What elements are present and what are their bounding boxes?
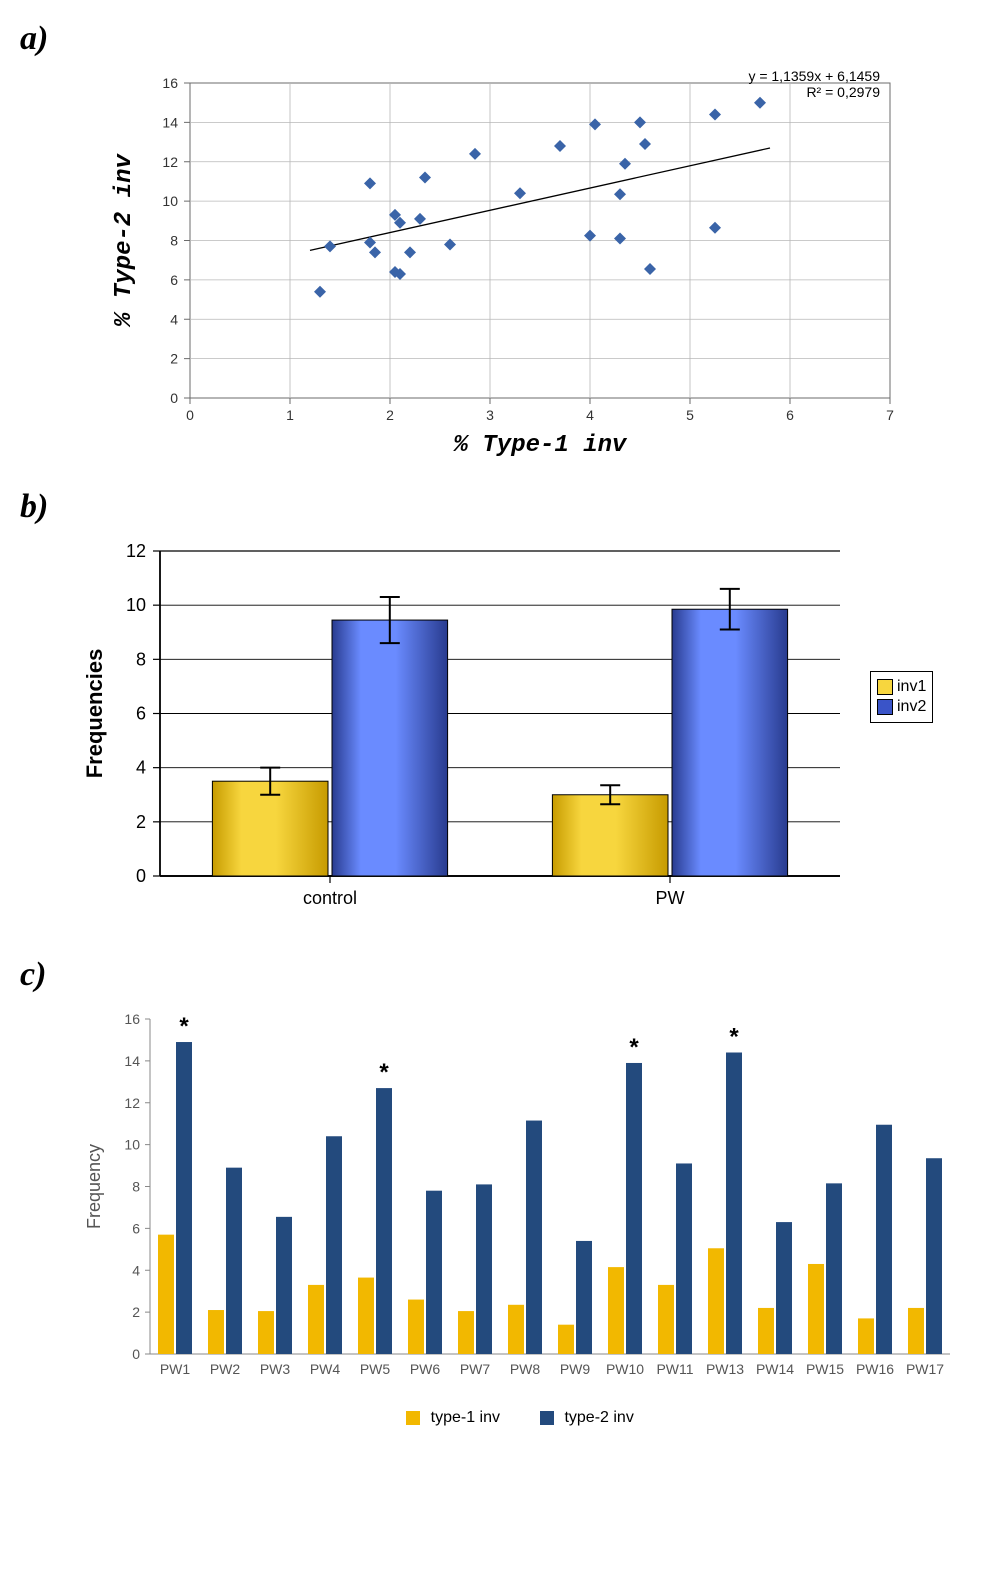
svg-text:8: 8 (170, 233, 178, 249)
svg-text:PW11: PW11 (656, 1361, 693, 1377)
svg-text:12: 12 (124, 1095, 140, 1111)
svg-text:0: 0 (170, 390, 178, 406)
svg-text:R² = 0,2979: R² = 0,2979 (806, 84, 880, 100)
legend-label-type2: type-2 inv (564, 1409, 633, 1426)
legend-swatch-type1 (406, 1411, 420, 1425)
panel-c-label: c) (20, 956, 971, 994)
svg-text:12: 12 (126, 541, 146, 561)
svg-text:Frequency: Frequency (84, 1144, 104, 1229)
svg-text:2: 2 (386, 407, 394, 423)
panel-c-legend: type-1 inv type-2 inv (80, 1409, 960, 1427)
svg-text:3: 3 (486, 407, 494, 423)
svg-text:PW3: PW3 (260, 1361, 291, 1377)
svg-text:12: 12 (162, 154, 178, 170)
svg-text:14: 14 (162, 114, 178, 130)
svg-text:% Type-1 inv: % Type-1 inv (453, 432, 628, 459)
legend-item-type1: type-1 inv (406, 1409, 500, 1427)
svg-text:0: 0 (186, 407, 194, 423)
svg-text:Frequencies: Frequencies (82, 649, 107, 779)
svg-text:control: control (303, 888, 357, 908)
svg-text:*: * (629, 1034, 639, 1061)
svg-text:PW6: PW6 (410, 1361, 441, 1377)
svg-text:PW14: PW14 (756, 1361, 794, 1377)
svg-text:PW2: PW2 (210, 1361, 241, 1377)
svg-text:PW: PW (656, 888, 685, 908)
svg-text:4: 4 (586, 407, 594, 423)
svg-text:PW5: PW5 (360, 1361, 391, 1377)
svg-text:*: * (729, 1024, 739, 1051)
svg-text:PW9: PW9 (560, 1361, 591, 1377)
svg-text:14: 14 (124, 1053, 140, 1069)
svg-text:16: 16 (124, 1011, 140, 1027)
svg-text:0: 0 (136, 866, 146, 886)
legend-label-inv2: inv2 (897, 698, 926, 716)
panel-a-chart: 012345670246810121416y = 1,1359x + 6,145… (100, 63, 920, 463)
svg-text:4: 4 (170, 311, 178, 327)
svg-text:PW8: PW8 (510, 1361, 541, 1377)
svg-text:6: 6 (786, 407, 794, 423)
svg-text:PW1: PW1 (160, 1361, 191, 1377)
svg-text:PW7: PW7 (460, 1361, 491, 1377)
svg-text:6: 6 (136, 704, 146, 724)
svg-text:4: 4 (132, 1262, 140, 1278)
svg-text:*: * (379, 1059, 389, 1086)
svg-text:8: 8 (132, 1179, 140, 1195)
panel-a-label: a) (20, 20, 971, 58)
svg-text:5: 5 (686, 407, 694, 423)
svg-text:4: 4 (136, 758, 146, 778)
svg-text:10: 10 (126, 595, 146, 615)
svg-text:6: 6 (132, 1220, 140, 1236)
svg-text:PW10: PW10 (606, 1361, 644, 1377)
svg-text:% Type-2 inv: % Type-2 inv (111, 152, 138, 327)
svg-text:2: 2 (170, 351, 178, 367)
legend-item-inv2: inv2 (877, 698, 926, 716)
svg-text:7: 7 (886, 407, 894, 423)
legend-item-type2: type-2 inv (540, 1409, 634, 1427)
svg-text:10: 10 (124, 1137, 140, 1153)
panel-c-chart: 0 2 4 6 8 10 12 14 16 * PW1 PW2 PW3 PW4 * PW5 PW6 PW7 PW8 P… (80, 999, 960, 1427)
legend-swatch-inv1 (877, 679, 893, 695)
svg-text:PW17: PW17 (906, 1361, 944, 1377)
svg-text:2: 2 (136, 812, 146, 832)
svg-text:y = 1,1359x + 6,1459: y = 1,1359x + 6,1459 (748, 68, 880, 84)
svg-text:1: 1 (286, 407, 294, 423)
svg-text:8: 8 (136, 649, 146, 669)
svg-text:PW16: PW16 (856, 1361, 894, 1377)
legend-swatch-inv2 (877, 699, 893, 715)
svg-text:2: 2 (132, 1304, 140, 1320)
panel-b-label: b) (20, 488, 971, 526)
legend-item-inv1: inv1 (877, 678, 926, 696)
svg-text:6: 6 (170, 272, 178, 288)
svg-text:10: 10 (162, 193, 178, 209)
legend-label-type1: type-1 inv (431, 1409, 500, 1426)
legend-swatch-type2 (540, 1411, 554, 1425)
svg-text:PW15: PW15 (806, 1361, 844, 1377)
svg-text:0: 0 (132, 1346, 140, 1362)
svg-text:PW13: PW13 (706, 1361, 744, 1377)
svg-text:PW4: PW4 (310, 1361, 341, 1377)
panel-b-chart: 0 2 4 6 8 10 12 control PW Frequencies inv1 inv2 (80, 531, 950, 931)
svg-text:*: * (179, 1013, 189, 1040)
legend-label-inv1: inv1 (897, 678, 926, 696)
svg-text:16: 16 (162, 75, 178, 91)
panel-b-legend: inv1 inv2 (870, 671, 933, 723)
